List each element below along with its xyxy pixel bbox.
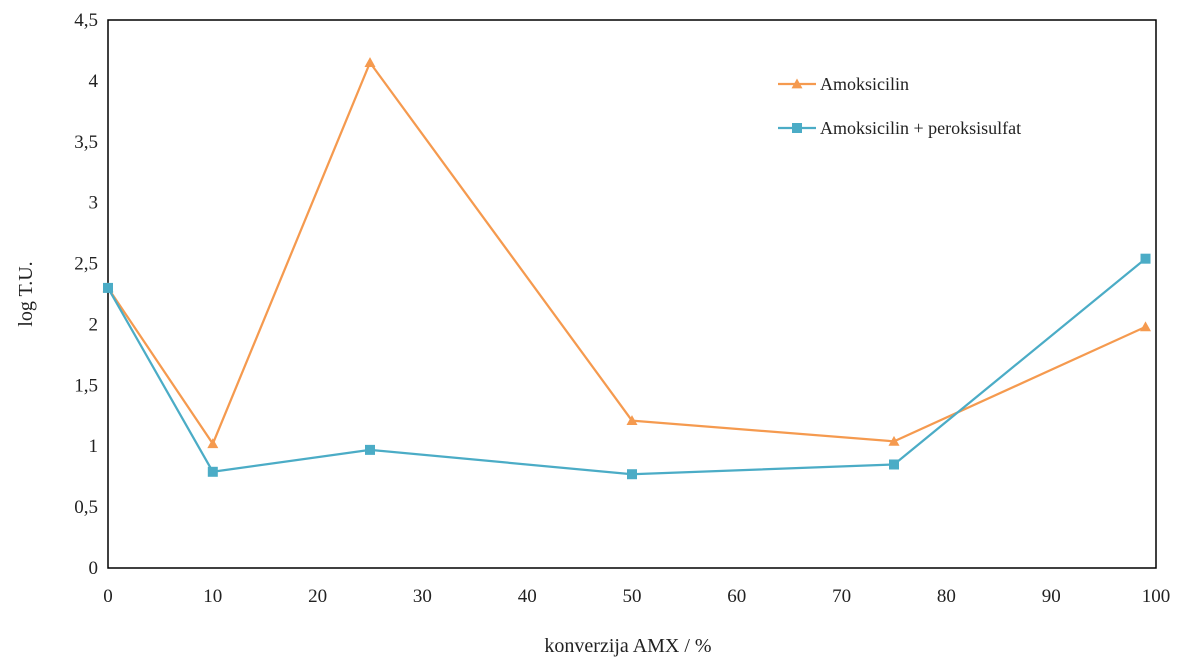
series-line [107, 257, 1147, 476]
legend-label: Amoksicilin + peroksisulfat [820, 118, 1021, 138]
x-axis-ticks: 0 10 20 30 40 50 60 70 80 90 100 [103, 586, 1170, 607]
data-point [364, 57, 376, 68]
y-tick-label: 1,5 [74, 375, 98, 396]
legend-marker [792, 123, 802, 133]
legend-item: Amoksicilin [778, 74, 909, 94]
x-tick-label: 20 [308, 586, 327, 607]
x-tick-label: 0 [103, 586, 113, 607]
y-tick-label: 0,5 [74, 497, 98, 518]
x-tick-label: 30 [413, 586, 432, 607]
data-point [627, 469, 637, 480]
data-point [207, 466, 218, 477]
y-tick-label: 1 [89, 436, 99, 457]
x-tick-label: 90 [1042, 586, 1061, 607]
y-tick-label: 0 [89, 558, 99, 579]
series-line [107, 61, 1146, 445]
x-tick-label: 10 [203, 586, 222, 607]
x-tick-label: 80 [937, 586, 956, 607]
x-axis-title: konverzija AMX / % [544, 635, 711, 657]
data-point [1140, 253, 1151, 264]
y-axis-title: log T.U. [15, 261, 37, 326]
series-2 [103, 253, 1151, 480]
legend-label: Amoksicilin [820, 74, 909, 94]
data-point [626, 415, 638, 426]
legend-item: Amoksicilin + peroksisulfat [778, 118, 1021, 138]
x-tick-label: 40 [518, 586, 537, 607]
data-point [1140, 321, 1152, 332]
data-point [365, 444, 375, 455]
x-tick-label: 70 [832, 586, 851, 607]
y-axis-ticks: 0 0,5 1 1,5 2 2,5 3 3,5 4 4,5 [74, 10, 98, 579]
y-tick-label: 4 [89, 71, 99, 92]
x-tick-label: 100 [1142, 586, 1171, 607]
data-point [889, 459, 899, 470]
legend-marker [791, 78, 803, 89]
data-point [207, 438, 219, 449]
x-tick-label: 60 [727, 586, 746, 607]
plot-area-frame [107, 19, 1157, 569]
data-point [888, 435, 900, 446]
data-point [103, 282, 113, 293]
y-tick-label: 3 [89, 193, 99, 214]
x-tick-label: 50 [623, 586, 642, 607]
y-tick-label: 3,5 [74, 132, 98, 153]
series-layer [102, 57, 1152, 480]
legend: Amoksicilin Amoksicilin + peroksisulfat [778, 74, 1021, 138]
y-tick-label: 2 [89, 314, 99, 335]
y-tick-label: 4,5 [74, 10, 98, 31]
y-tick-label: 2,5 [74, 254, 98, 275]
series-1 [102, 57, 1152, 449]
